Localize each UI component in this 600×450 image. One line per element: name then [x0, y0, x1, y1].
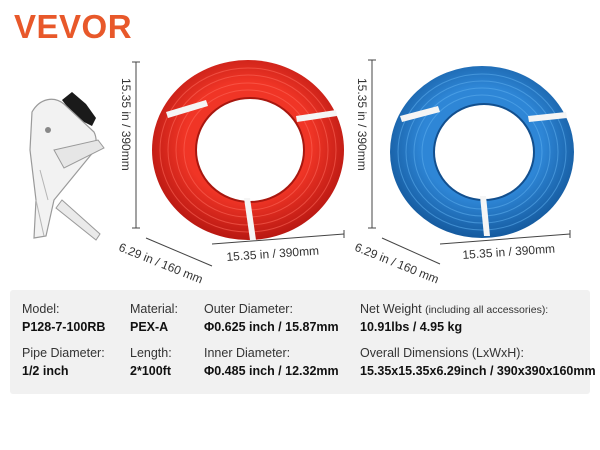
- spec-material-value: PEX-A: [130, 320, 169, 335]
- spec-outer-diameter: Outer Diameter: Φ0.625 inch / 15.87mm: [204, 302, 339, 335]
- blue-coil: [390, 66, 574, 238]
- spec-outer-diameter-value: Φ0.625 inch / 15.87mm: [204, 320, 339, 335]
- spec-length-value: 2*100ft: [130, 364, 171, 379]
- spec-pipe-diameter: Pipe Diameter: 1/2 inch: [22, 346, 105, 379]
- product-illustration: 15.35 in / 390mm 6.29 in / 160 mm 15.35 …: [29, 59, 574, 286]
- pipe-cutter-icon: [29, 92, 105, 241]
- spec-model-value: P128-7-100RB: [22, 320, 106, 335]
- spec-net-weight-label-note: (including all accessories):: [425, 304, 549, 316]
- product-drawing: [29, 59, 574, 267]
- vevor-logo: VEVOR: [14, 8, 133, 45]
- spec-inner-diameter-value: Φ0.485 inch / 12.32mm: [204, 364, 339, 379]
- red-height-label: 15.35 in / 390mm: [119, 78, 133, 171]
- spec-model-label: Model:: [22, 302, 60, 316]
- spec-net-weight-label-main: Net Weight: [360, 302, 422, 316]
- spec-length: Length: 2*100ft: [130, 346, 172, 379]
- spec-net-weight-value: 10.91lbs / 4.95 kg: [360, 320, 463, 335]
- spec-net-weight: Net Weight (including all accessories): …: [360, 302, 548, 335]
- specifications-panel: Model: P128-7-100RB Pipe Diameter: 1/2 i…: [10, 290, 596, 394]
- spec-net-weight-label: Net Weight (including all accessories):: [360, 302, 548, 316]
- spec-inner-diameter-label: Inner Diameter:: [204, 346, 291, 360]
- spec-overall-dimensions-value: 15.35x15.35x6.29inch / 390x390x160mm: [360, 364, 596, 379]
- red-coil: [152, 60, 344, 240]
- spec-model: Model: P128-7-100RB: [22, 302, 105, 335]
- spec-pipe-diameter-label: Pipe Diameter:: [22, 346, 105, 360]
- spec-length-label: Length:: [130, 346, 172, 360]
- blue-dimension-lines: [368, 59, 571, 265]
- red-dimension-lines: [132, 61, 345, 267]
- spec-overall-dimensions: Overall Dimensions (LxWxH): 15.35x15.35x…: [360, 346, 596, 379]
- spec-inner-diameter: Inner Diameter: Φ0.485 inch / 12.32mm: [204, 346, 339, 379]
- spec-pipe-diameter-value: 1/2 inch: [22, 364, 69, 379]
- blue-height-label: 15.35 in / 390mm: [355, 78, 369, 171]
- spec-material: Material: PEX-A: [130, 302, 178, 335]
- spec-material-label: Material:: [130, 302, 178, 316]
- spec-overall-dimensions-label: Overall Dimensions (LxWxH):: [360, 346, 524, 360]
- spec-outer-diameter-label: Outer Diameter:: [204, 302, 293, 316]
